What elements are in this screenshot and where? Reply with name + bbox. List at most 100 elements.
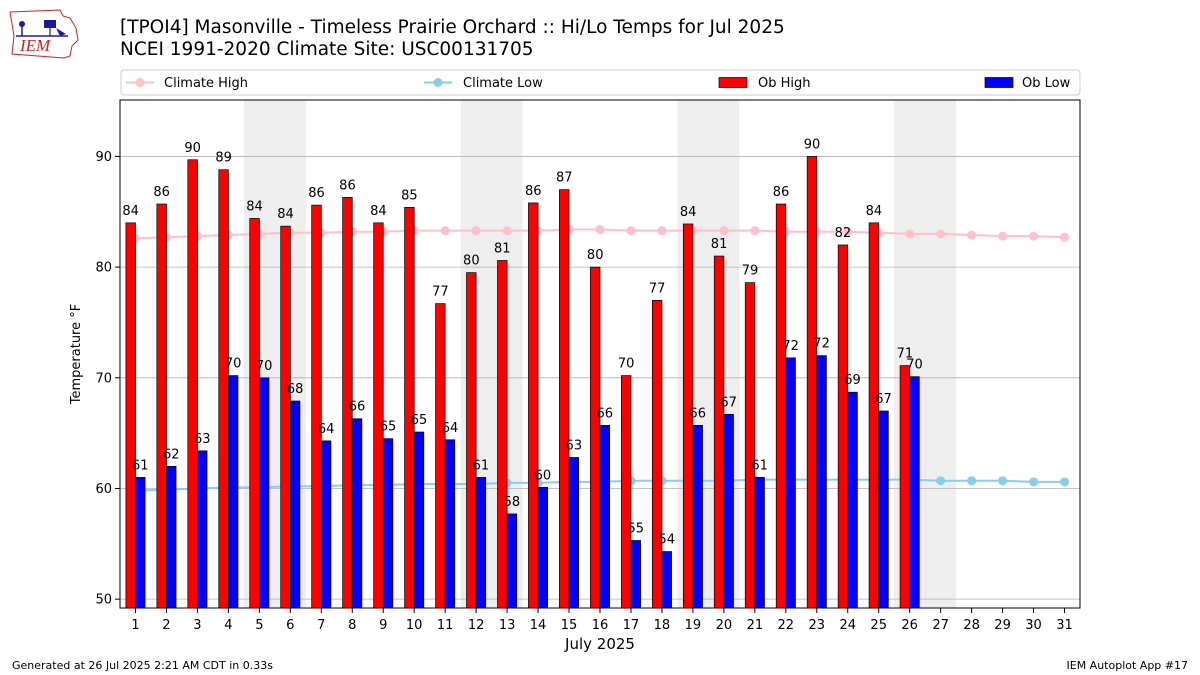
climate-low-point	[998, 476, 1008, 486]
app-label: IEM Autoplot App #17	[1066, 659, 1189, 672]
legend-ob-low-label: Ob Low	[1022, 76, 1071, 91]
ob-high-bar	[466, 272, 477, 609]
ob-high-label: 90	[184, 141, 201, 156]
climate-high-point	[998, 231, 1008, 241]
ob-low-label: 58	[504, 495, 521, 510]
ob-low-bar	[630, 540, 641, 609]
ob-low-bar	[785, 357, 796, 609]
x-tick-label: 21	[747, 618, 764, 633]
chart-subtitle: NCEI 1991-2020 Climate Site: USC00131705	[120, 39, 534, 60]
ob-high-label: 79	[742, 264, 759, 279]
ob-low-bar	[568, 457, 579, 609]
ob-low-label: 69	[844, 373, 861, 388]
climate-low-point	[1060, 477, 1070, 487]
ob-high-label: 77	[649, 281, 666, 296]
ob-low-label: 67	[720, 395, 737, 410]
x-tick-label: 30	[1025, 618, 1042, 633]
climate-high-point	[595, 224, 605, 234]
climate-high-point	[626, 226, 636, 236]
climate-high-point	[719, 226, 729, 236]
ob-high-label: 89	[215, 151, 232, 166]
ob-high-bar	[249, 218, 260, 609]
ob-high-label: 84	[246, 199, 263, 214]
ob-low-label: 63	[566, 438, 583, 453]
y-tick-label: 80	[95, 261, 112, 276]
ob-low-bar	[537, 487, 549, 609]
x-tick-label: 3	[193, 618, 201, 633]
ob-high-label: 71	[897, 347, 914, 362]
ob-low-bar	[259, 377, 270, 609]
ob-low-bar	[692, 425, 703, 609]
x-tick-label: 7	[317, 618, 325, 633]
x-tick-label: 6	[286, 618, 294, 633]
climate-high-point	[967, 230, 977, 240]
ob-high-label: 84	[277, 207, 294, 222]
ob-high-bar	[621, 375, 632, 609]
climate-low-point	[1029, 477, 1039, 487]
ob-low-bar	[166, 465, 177, 609]
x-tick-label: 10	[406, 618, 423, 633]
climate-high-point	[471, 226, 481, 236]
legend-climate-low-label: Climate Low	[463, 76, 543, 91]
x-tick-label: 2	[162, 618, 170, 633]
ob-low-label: 55	[627, 521, 644, 536]
x-tick-label: 16	[592, 618, 609, 633]
legend-climate-low-marker	[433, 78, 443, 87]
ob-low-label: 70	[256, 359, 273, 374]
ob-low-label: 70	[906, 358, 923, 373]
ob-low-label: 63	[194, 432, 211, 447]
ob-low-label: 70	[225, 357, 242, 372]
legend-box	[120, 69, 1081, 96]
ob-high-label: 87	[556, 171, 573, 186]
x-tick-label: 24	[839, 618, 856, 633]
x-tick-label: 23	[809, 618, 826, 633]
ob-high-label: 81	[494, 241, 511, 256]
x-tick-label: 12	[468, 618, 485, 633]
x-tick-label: 22	[778, 618, 795, 633]
x-tick-label: 19	[685, 618, 702, 633]
ob-low-bar	[444, 439, 456, 609]
ob-high-label: 86	[525, 184, 542, 199]
chart-title: [TPOI4] Masonville - Timeless Prairie Or…	[120, 17, 785, 38]
ob-high-bar	[590, 266, 601, 609]
x-tick-label: 17	[623, 618, 640, 633]
ob-high-label: 85	[401, 188, 418, 203]
climate-high-point	[1060, 232, 1070, 242]
generated-timestamp: Generated at 26 Jul 2025 2:21 AM CDT in …	[12, 659, 273, 672]
ob-high-label: 81	[711, 237, 728, 252]
ob-high-bar	[218, 169, 229, 609]
ob-high-bar	[187, 159, 198, 609]
ob-low-label: 67	[875, 392, 892, 407]
climate-high-point	[502, 226, 512, 236]
x-axis-label: July 2025	[564, 635, 635, 653]
y-tick-label: 70	[95, 371, 112, 386]
ob-low-label: 66	[349, 400, 366, 415]
x-tick-label: 9	[379, 618, 387, 633]
climate-high-point	[750, 226, 760, 236]
ob-low-label: 61	[473, 458, 490, 473]
ob-high-label: 80	[587, 248, 604, 263]
ob-high-label: 80	[463, 254, 480, 269]
ob-low-bar	[878, 410, 889, 609]
ob-high-label: 86	[153, 185, 170, 200]
ob-high-bar	[868, 222, 880, 609]
ob-high-bar	[311, 204, 322, 609]
x-tick-label: 1	[131, 618, 139, 633]
climate-high-point	[440, 226, 450, 236]
x-tick-label: 8	[348, 618, 356, 633]
legend-ob-high-swatch	[718, 77, 748, 88]
ob-low-bar	[723, 413, 734, 609]
ob-low-label: 65	[380, 420, 397, 435]
iem-logo: IEM	[9, 9, 79, 59]
ob-low-bar	[382, 438, 394, 609]
ob-low-bar	[197, 450, 208, 609]
climate-high-point	[657, 226, 667, 236]
ob-low-bar	[661, 551, 672, 609]
ob-low-bar	[135, 477, 146, 609]
ob-high-bar	[899, 365, 911, 609]
ob-low-label: 65	[411, 413, 428, 428]
ob-low-label: 64	[442, 421, 459, 436]
ob-high-bar	[713, 255, 725, 609]
ob-low-label: 62	[163, 447, 180, 462]
